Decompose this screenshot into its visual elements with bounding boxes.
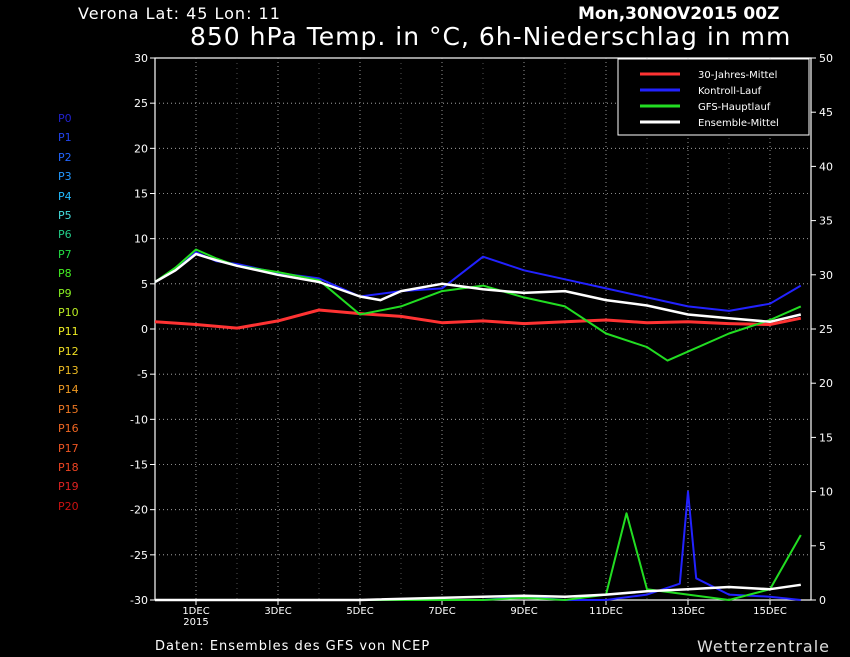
series-gfs-hauptlauf — [154, 248, 802, 362]
member-label-p16: P16 — [58, 422, 79, 436]
series-ensemble-mittel-niederschlag — [155, 583, 801, 602]
y-left-tick-label: -5 — [137, 368, 148, 381]
legend-label: Ensemble-Mittel — [698, 118, 779, 129]
member-label-p13: P13 — [58, 364, 79, 378]
y-right-tick-label: 45 — [819, 106, 833, 119]
member-label-p12: P12 — [58, 344, 79, 358]
member-label-p3: P3 — [58, 170, 72, 184]
x-tick-label: 15DEC — [753, 606, 787, 617]
series-30-jahres-mittel — [154, 308, 802, 330]
data-source-label: Daten: Ensembles des GFS von NCEP — [155, 639, 431, 654]
x-tick-label: 11DEC — [589, 606, 623, 617]
member-label-p11: P11 — [58, 325, 79, 339]
x-tick-label: 7DEC — [428, 606, 455, 617]
member-label-p17: P17 — [58, 441, 79, 455]
y-left-tick-label: -20 — [130, 504, 148, 517]
y-left-tick-label: -15 — [130, 459, 148, 472]
y-right-tick-label: 30 — [819, 269, 833, 282]
y-right-tick-label: 10 — [819, 486, 833, 499]
y-left-tick-label: 0 — [141, 323, 148, 336]
series-kontroll-lauf-niederschlag — [155, 490, 801, 601]
y-right-tick-label: 50 — [819, 52, 833, 65]
y-left-tick-label: 30 — [134, 52, 148, 65]
y-right-tick-label: 0 — [819, 594, 826, 607]
x-tick-label: 9DEC — [510, 606, 537, 617]
y-right-tick-label: 25 — [819, 323, 833, 336]
run-datetime: Mon,30NOV2015 00Z — [578, 4, 780, 24]
y-left-tick-label: -30 — [130, 594, 148, 607]
member-label-p1: P1 — [58, 131, 72, 145]
brand-label: Wetterzentrale — [697, 637, 831, 656]
y-left-tick-label: 25 — [134, 97, 148, 110]
y-right-tick-label: 35 — [819, 215, 833, 228]
member-label-p7: P7 — [58, 247, 72, 261]
x-tick-label: 2015 — [183, 617, 208, 628]
y-left-tick-label: 15 — [134, 188, 148, 201]
series-ensemble-mittel — [154, 252, 802, 324]
member-label-p6: P6 — [58, 228, 72, 242]
series-gfs-hauptlauf-niederschlag — [155, 512, 802, 601]
x-tick-label: 3DEC — [264, 606, 291, 617]
y-left-tick-label: 20 — [134, 142, 148, 155]
y-left-tick-label: -10 — [130, 413, 148, 426]
member-label-p10: P10 — [58, 305, 79, 319]
member-label-p9: P9 — [58, 286, 72, 300]
member-label-p19: P19 — [58, 480, 79, 494]
legend-label: GFS-Hauptlauf — [698, 102, 771, 113]
member-label-p18: P18 — [58, 461, 79, 475]
member-label-p4: P4 — [58, 189, 72, 203]
legend-label: 30-Jahres-Mittel — [698, 70, 777, 81]
member-label-p0: P0 — [58, 112, 72, 125]
member-label-p5: P5 — [58, 208, 72, 222]
y-right-tick-label: 20 — [819, 377, 833, 390]
legend-label: Kontroll-Lauf — [698, 86, 762, 97]
location-label: Verona Lat: 45 Lon: 11 — [78, 4, 281, 23]
member-label-p15: P15 — [58, 402, 79, 416]
series-kontroll-lauf — [154, 251, 802, 312]
member-list: P0 P1 P2 P3 P4 P5 P6 P7 P8 P9 P10 P11 P12 P13 P14 P15 P1… — [58, 109, 79, 516]
member-label-p2: P2 — [58, 150, 72, 164]
y-right-tick-label: 40 — [819, 160, 833, 173]
x-tick-label: 1DEC — [182, 606, 209, 617]
member-label-p20: P20 — [58, 499, 79, 513]
y-left-tick-label: 5 — [141, 278, 148, 291]
x-tick-label: 5DEC — [346, 606, 373, 617]
y-right-tick-label: 5 — [819, 540, 826, 553]
y-left-tick-label: 10 — [134, 233, 148, 246]
y-left-tick-label: -25 — [130, 549, 148, 562]
chart-title: 850 hPa Temp. in °C, 6h-Niederschlag in … — [190, 22, 792, 51]
x-tick-label: 13DEC — [671, 606, 705, 617]
member-label-p8: P8 — [58, 267, 72, 281]
member-label-p14: P14 — [58, 383, 79, 397]
y-right-tick-label: 15 — [819, 431, 833, 444]
